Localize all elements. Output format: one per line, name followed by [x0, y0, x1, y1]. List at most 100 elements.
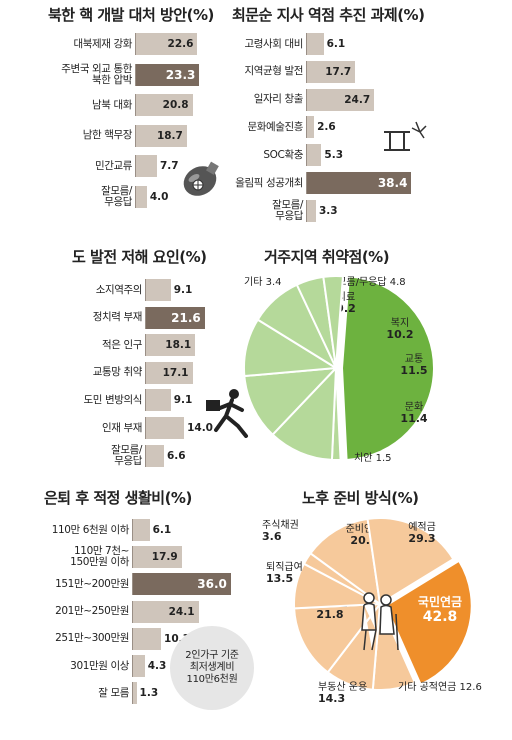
- value-label: 20.8: [162, 99, 189, 111]
- pie-slice: [384, 559, 473, 686]
- category-label: 251만~300만원: [55, 632, 129, 645]
- job-seeker-running-icon: [202, 386, 254, 442]
- chart-title: 도 발전 저해 요인(%): [72, 248, 207, 266]
- bar: [146, 389, 171, 412]
- bar: [133, 600, 199, 623]
- axis-tick: [132, 573, 133, 596]
- bar: [133, 627, 162, 650]
- value-label: 24.1: [168, 605, 195, 618]
- axis-tick: [132, 655, 133, 677]
- value-label: 2.6: [317, 121, 336, 134]
- axis-tick: [306, 199, 307, 222]
- chart-title: 북한 핵 개발 대처 방안(%): [48, 6, 214, 24]
- axis-tick: [306, 88, 307, 111]
- axis-tick: [306, 116, 307, 139]
- axis-tick: [306, 60, 307, 83]
- slice-label: 퇴직급여 13.5: [266, 561, 303, 585]
- value-label: 18.7: [156, 129, 183, 142]
- axis-tick: [132, 546, 133, 569]
- value-label: 3.3: [318, 204, 338, 217]
- axis-tick: [145, 389, 146, 412]
- category-label: 잘모름/ 무응답: [111, 443, 142, 467]
- category-label: 문화예술진흥: [247, 120, 303, 133]
- pie-slice: [340, 275, 435, 462]
- bar: [146, 306, 205, 329]
- category-label: 남한 핵무장: [82, 129, 133, 141]
- axis-tick: [145, 417, 146, 439]
- axis-tick: [306, 144, 307, 167]
- bar: [136, 155, 157, 177]
- value-label: 6.1: [326, 38, 346, 50]
- value-label: 38.4: [377, 176, 408, 190]
- pie-slice: [322, 275, 345, 369]
- value-label: 7.7: [159, 160, 179, 172]
- axis-tick: [132, 600, 133, 623]
- bar: [146, 334, 196, 357]
- axis-tick: [135, 155, 136, 177]
- category-label: 잘모름/ 무응답: [101, 184, 132, 208]
- minimum-cost-note: 2인가구 기준 최저생계비 110만6천원: [170, 626, 254, 710]
- bar: [307, 88, 375, 111]
- axis-tick: [306, 172, 307, 194]
- value-label: 5.3: [324, 149, 344, 162]
- bar: [307, 172, 412, 194]
- category-label: 고령사회 대비: [244, 37, 304, 50]
- value-label: 4.0: [149, 190, 169, 203]
- slice-label: 교통 11.5: [400, 353, 427, 377]
- axis-tick: [135, 33, 136, 55]
- axis-tick: [135, 124, 136, 147]
- category-label: 올림픽 성공개최: [235, 176, 303, 189]
- elderly-couple-icon: [356, 590, 400, 656]
- slice-label: 국민연금 42.8: [418, 594, 462, 625]
- category-label: SOC확충: [263, 148, 303, 161]
- axis-tick: [135, 94, 136, 116]
- value-label: 18.1: [165, 339, 192, 352]
- value-label: 17.9: [151, 551, 178, 564]
- bar: [133, 546, 182, 569]
- value-label: 9.1: [173, 284, 193, 296]
- chart-title: 노후 준비 방식(%): [302, 489, 419, 507]
- bar: [307, 199, 316, 222]
- value-label: 21.6: [171, 310, 201, 325]
- pie-slice: [309, 517, 382, 607]
- value-label: 4.3: [147, 660, 167, 672]
- value-label: 6.6: [166, 449, 186, 462]
- axis-tick: [145, 306, 146, 329]
- slice-label: 주식채권 3.6: [262, 519, 299, 543]
- bar: [307, 144, 322, 167]
- slice-label: 예적금 29.3: [408, 521, 436, 545]
- pie-slice: [293, 602, 383, 674]
- pie-slice: [271, 365, 338, 461]
- value-label: 24.7: [344, 93, 371, 106]
- axis-tick: [132, 627, 133, 650]
- bar: [136, 94, 193, 116]
- value-label: 9.1: [173, 394, 193, 407]
- annotation-text: 2인가구 기준 최저생계비 110만6천원: [185, 650, 239, 685]
- category-label: 인재 부재: [102, 421, 142, 434]
- category-label: 소지역주의: [95, 283, 143, 296]
- category-label: 적은 인구: [102, 338, 142, 351]
- chart-title: 은퇴 후 적정 생활비(%): [44, 489, 192, 507]
- category-label: 201만~250만원: [55, 605, 129, 618]
- bar: [133, 519, 150, 541]
- value-label: 17.1: [162, 366, 189, 379]
- bar: [307, 116, 315, 139]
- axis-tick: [132, 682, 133, 705]
- slice-label: 복지 10.2: [386, 317, 413, 341]
- category-label: 지역균형 발전: [244, 65, 304, 78]
- category-label: 301만원 이상: [70, 659, 129, 672]
- bar: [133, 655, 145, 677]
- chart-title: 거주지역 취약점(%): [264, 248, 390, 266]
- slice-label: 부동산 운용 14.3: [318, 681, 367, 705]
- category-label: 110만 7천~ 150만원 이하: [70, 545, 129, 569]
- bar: [307, 60, 356, 83]
- slice-label: 잘모름/무응답 4.8: [328, 276, 406, 288]
- category-label: 교통망 취약: [92, 366, 143, 379]
- value-label: 14.0: [187, 422, 213, 434]
- bar: [146, 417, 185, 439]
- category-label: 민간교류: [94, 159, 132, 172]
- category-label: 도민 변방의식: [83, 393, 143, 406]
- bar: [146, 279, 171, 301]
- axis-tick: [145, 444, 146, 467]
